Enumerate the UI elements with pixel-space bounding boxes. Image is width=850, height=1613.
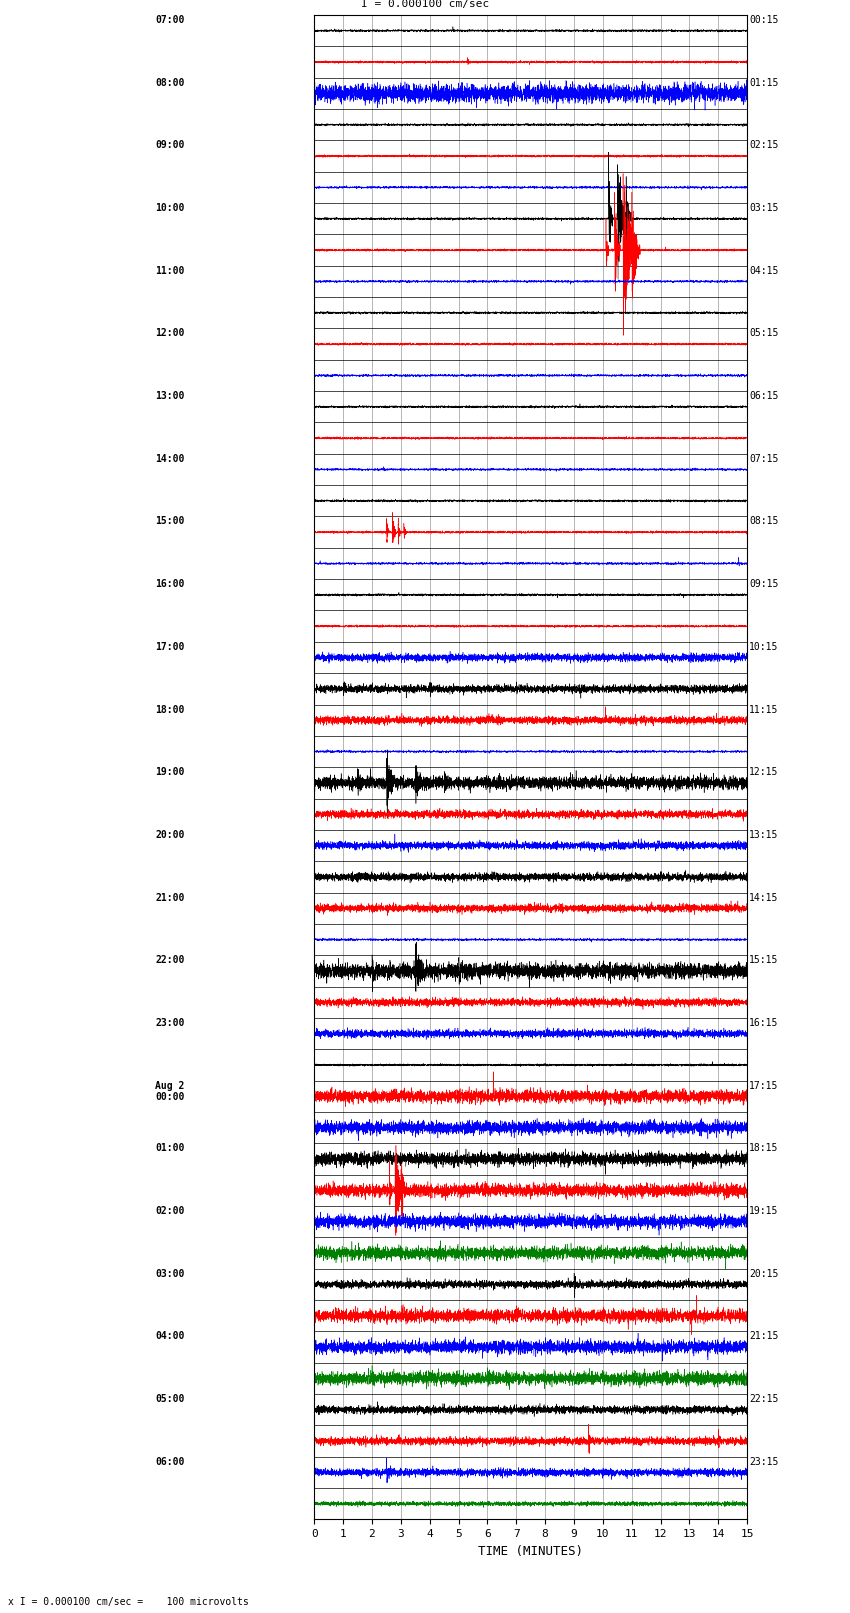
Text: 15:00: 15:00 — [155, 516, 184, 526]
Text: 17:00: 17:00 — [155, 642, 184, 652]
X-axis label: TIME (MINUTES): TIME (MINUTES) — [479, 1545, 583, 1558]
Text: 00:15: 00:15 — [749, 15, 779, 24]
Text: 06:15: 06:15 — [749, 390, 779, 402]
Text: 12:00: 12:00 — [155, 329, 184, 339]
Text: 22:15: 22:15 — [749, 1394, 779, 1403]
Text: 03:15: 03:15 — [749, 203, 779, 213]
Text: 02:15: 02:15 — [749, 140, 779, 150]
Text: 08:00: 08:00 — [155, 77, 184, 87]
Text: 20:00: 20:00 — [155, 829, 184, 840]
Text: 16:15: 16:15 — [749, 1018, 779, 1027]
Text: 23:00: 23:00 — [155, 1018, 184, 1027]
Text: x I = 0.000100 cm/sec =    100 microvolts: x I = 0.000100 cm/sec = 100 microvolts — [8, 1597, 249, 1607]
Text: 21:00: 21:00 — [155, 892, 184, 903]
Text: 13:00: 13:00 — [155, 390, 184, 402]
Text: 07:00: 07:00 — [155, 15, 184, 24]
Text: 05:00: 05:00 — [155, 1394, 184, 1403]
Text: 13:15: 13:15 — [749, 829, 779, 840]
Text: 01:00: 01:00 — [155, 1144, 184, 1153]
Text: 07:15: 07:15 — [749, 453, 779, 465]
Text: 11:15: 11:15 — [749, 705, 779, 715]
Text: Aug 2
00:00: Aug 2 00:00 — [155, 1081, 184, 1102]
Text: 03:00: 03:00 — [155, 1269, 184, 1279]
Text: 19:00: 19:00 — [155, 768, 184, 777]
Text: 11:00: 11:00 — [155, 266, 184, 276]
Text: 18:15: 18:15 — [749, 1144, 779, 1153]
Text: 12:15: 12:15 — [749, 768, 779, 777]
Text: 10:00: 10:00 — [155, 203, 184, 213]
Text: 04:00: 04:00 — [155, 1331, 184, 1342]
Text: 14:00: 14:00 — [155, 453, 184, 465]
Text: 19:15: 19:15 — [749, 1207, 779, 1216]
Text: 14:15: 14:15 — [749, 892, 779, 903]
Text: 15:15: 15:15 — [749, 955, 779, 965]
Text: 05:15: 05:15 — [749, 329, 779, 339]
Text: 22:00: 22:00 — [155, 955, 184, 965]
Text: I = 0.000100 cm/sec: I = 0.000100 cm/sec — [361, 0, 489, 8]
Text: 23:15: 23:15 — [749, 1457, 779, 1466]
Text: 20:15: 20:15 — [749, 1269, 779, 1279]
Text: 02:00: 02:00 — [155, 1207, 184, 1216]
Text: 09:00: 09:00 — [155, 140, 184, 150]
Text: 17:15: 17:15 — [749, 1081, 779, 1090]
Text: 16:00: 16:00 — [155, 579, 184, 589]
Text: 18:00: 18:00 — [155, 705, 184, 715]
Text: 09:15: 09:15 — [749, 579, 779, 589]
Text: 08:15: 08:15 — [749, 516, 779, 526]
Text: 21:15: 21:15 — [749, 1331, 779, 1342]
Text: 04:15: 04:15 — [749, 266, 779, 276]
Text: 10:15: 10:15 — [749, 642, 779, 652]
Text: 01:15: 01:15 — [749, 77, 779, 87]
Text: 06:00: 06:00 — [155, 1457, 184, 1466]
